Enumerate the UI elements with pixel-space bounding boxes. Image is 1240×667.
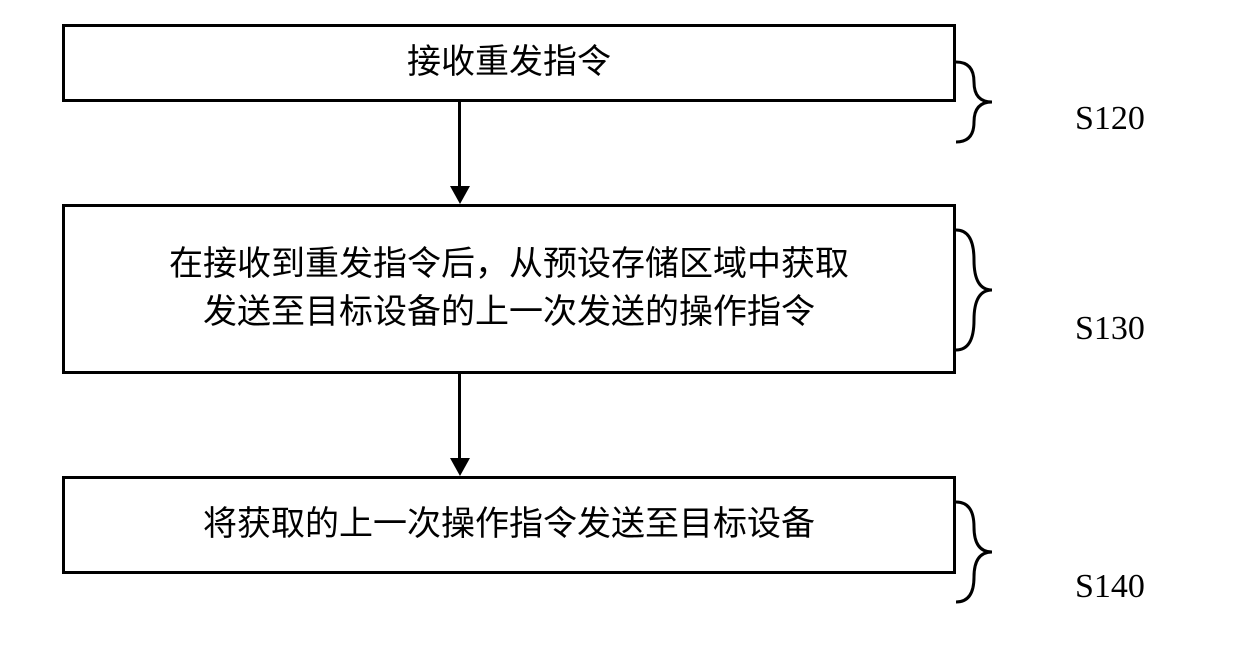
step-label-s130: S130 — [1075, 310, 1145, 348]
arrow-1-head — [450, 186, 470, 204]
flow-step-text: 接收重发指令 — [387, 39, 631, 87]
flow-step-s130: 在接收到重发指令后，从预设存储区域中获取 发送至目标设备的上一次发送的操作指令 — [62, 204, 956, 374]
arrow-2-line — [458, 374, 461, 458]
flow-step-text: 在接收到重发指令后，从预设存储区域中获取 发送至目标设备的上一次发送的操作指令 — [149, 241, 869, 336]
arrow-1-line — [458, 102, 461, 186]
step-label-s140: S140 — [1075, 568, 1145, 606]
flow-step-s120: 接收重发指令 — [62, 24, 956, 102]
step-label-s120: S120 — [1075, 100, 1145, 138]
arrow-2-head — [450, 458, 470, 476]
flow-step-s140: 将获取的上一次操作指令发送至目标设备 — [62, 476, 956, 574]
flowchart-canvas: 接收重发指令 S120 在接收到重发指令后，从预设存储区域中获取 发送至目标设备… — [0, 0, 1240, 667]
flow-step-text: 将获取的上一次操作指令发送至目标设备 — [183, 501, 835, 549]
